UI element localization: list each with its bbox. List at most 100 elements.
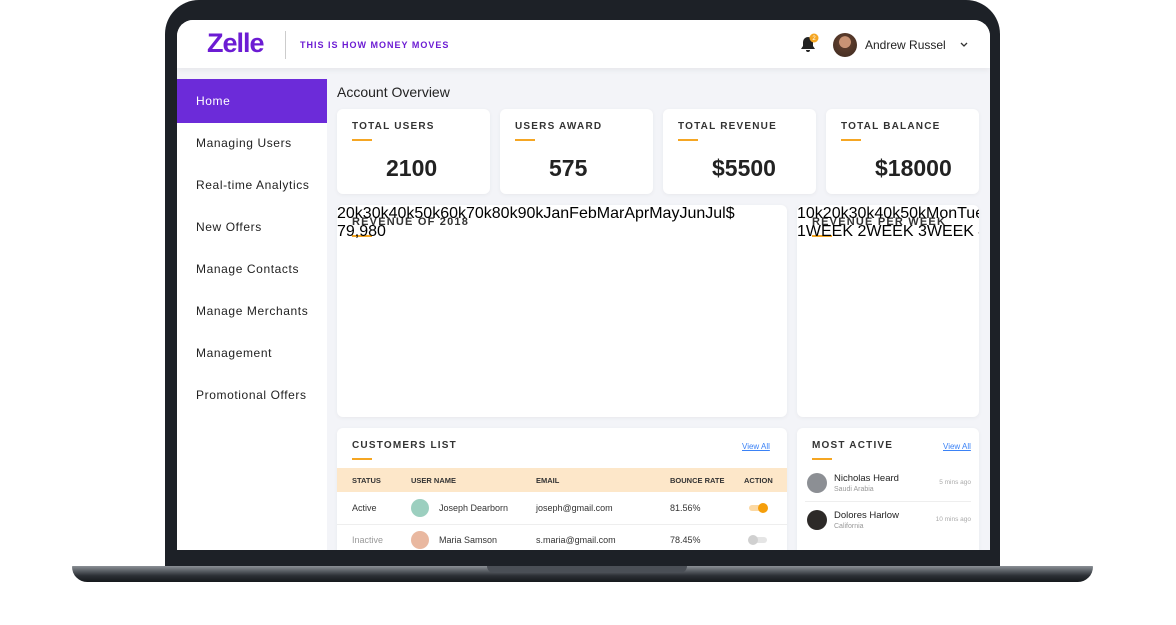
email: s.maria@gmail.com xyxy=(536,535,616,545)
x-tick-label: Jun xyxy=(679,205,706,222)
underline xyxy=(678,139,698,141)
nav-item[interactable]: Home xyxy=(177,79,327,123)
bounce-rate: 81.56% xyxy=(670,503,701,513)
underline xyxy=(352,235,372,237)
time-ago: 10 mins ago xyxy=(935,516,971,523)
table-header xyxy=(337,468,787,492)
y-tick-label: 50k xyxy=(900,205,926,222)
x-tick-label: May xyxy=(649,205,680,222)
nav-item[interactable]: Real-time Analytics xyxy=(196,178,310,192)
stat-card: TOTAL BALANCE $18000 xyxy=(826,109,979,194)
y-tick-label: 40k xyxy=(388,205,415,222)
column-header: ACTION xyxy=(744,476,773,485)
value-label: $ 79,980 xyxy=(337,205,735,240)
person-name: Nicholas Heard xyxy=(834,473,899,484)
toggle[interactable] xyxy=(748,535,767,545)
customers-card: CUSTOMERS LIST View All STATUS USER NAME EMA… xyxy=(337,428,787,550)
nav-item[interactable]: Manage Merchants xyxy=(196,304,309,318)
toggle[interactable] xyxy=(749,503,768,513)
status: Inactive xyxy=(352,535,384,545)
laptop-notch xyxy=(487,566,687,573)
weekly-card: REVENUE PER WEEK10k20k30k40k50kMonTueWed… xyxy=(797,205,979,417)
bell-icon[interactable]: 2 xyxy=(797,33,819,55)
y-tick-label: 30k xyxy=(362,205,389,222)
y-tick-label: 90k xyxy=(517,205,544,222)
x-tick-label: Mar xyxy=(596,205,625,222)
notification-count: 2 xyxy=(812,36,816,42)
underline xyxy=(812,458,832,460)
x-tick-label: Feb xyxy=(569,205,597,222)
week-tab[interactable]: WEEK 3 xyxy=(866,223,927,240)
underline xyxy=(515,139,535,141)
email: joseph@gmail.com xyxy=(536,503,613,513)
y-tick-label: 60k xyxy=(440,205,466,222)
y-tick-label: 80k xyxy=(491,205,518,222)
status: Active xyxy=(352,503,377,513)
card-title: CUSTOMERS LIST xyxy=(352,440,457,451)
week-tab[interactable]: WEEK 1 xyxy=(797,223,806,240)
user-name[interactable]: Andrew Russel xyxy=(865,38,946,52)
card-title: REVENUE OF 2018 xyxy=(352,216,470,228)
logo[interactable]: Zelle xyxy=(207,28,265,58)
underline xyxy=(352,139,372,141)
row-divider xyxy=(805,501,971,502)
stat-label: TOTAL BALANCE xyxy=(841,121,941,132)
chevron-shape xyxy=(960,42,968,47)
user-name: Maria Samson xyxy=(439,535,498,545)
underline xyxy=(352,458,372,460)
avatar xyxy=(807,473,827,493)
user-avatar[interactable] xyxy=(833,33,857,57)
column-header: EMAIL xyxy=(536,476,560,485)
stat-label: TOTAL REVENUE xyxy=(678,121,777,132)
y-tick-label: 20k xyxy=(337,205,363,222)
x-tick-label: Jul xyxy=(705,205,726,222)
stat-value: $18000 xyxy=(875,155,952,181)
time-ago: 5 mins ago xyxy=(939,479,971,486)
x-tick-label: Mon xyxy=(925,205,958,222)
x-tick-label: Jan xyxy=(543,205,570,222)
y-tick-label: 30k xyxy=(848,205,875,222)
week-tab[interactable]: WEEK 2 xyxy=(805,223,867,240)
laptop-base xyxy=(72,566,1093,582)
underline xyxy=(841,139,861,141)
nav-item[interactable]: Management xyxy=(196,346,273,360)
stat-card: USERS AWARD 575 xyxy=(500,109,653,194)
divider xyxy=(285,31,286,59)
toggle-knob xyxy=(748,535,758,545)
column-header: BOUNCE RATE xyxy=(670,476,725,485)
nav-item[interactable]: Promotional Offers xyxy=(196,388,307,402)
stat-label: USERS AWARD xyxy=(515,121,603,132)
page-title: Account Overview xyxy=(337,84,450,100)
avatar xyxy=(807,510,827,530)
revenue-card: REVENUE OF 2018 20k30k40k50k60k70k80k90kJ… xyxy=(337,205,787,417)
y-tick-label: 70k xyxy=(465,205,492,222)
chart: 10k20k30k40k50kMonTueWedThuFriSatSun$32,… xyxy=(797,205,979,241)
stat-label: TOTAL USERS xyxy=(352,121,435,132)
week-tab[interactable]: WEEK 4 xyxy=(926,223,979,240)
column-header: USER NAME xyxy=(411,476,457,485)
badge xyxy=(809,33,819,43)
view-all-link[interactable]: View All xyxy=(943,442,971,451)
view-all-link[interactable]: View All xyxy=(742,442,770,451)
screen: Zelle THIS IS HOW MONEY MOVES 2 Andrew R… xyxy=(177,20,990,550)
nav-item[interactable]: Managing Users xyxy=(196,136,292,150)
nav-item[interactable]: Manage Contacts xyxy=(196,262,300,276)
user-name: Joseph Dearborn xyxy=(439,503,509,513)
stat-value: 575 xyxy=(549,155,588,181)
stat-card: TOTAL REVENUE $5500 xyxy=(663,109,816,194)
y-tick-label: 50k xyxy=(414,205,441,222)
card-title: REVENUE PER WEEK xyxy=(812,216,947,228)
card-title: MOST ACTIVE xyxy=(812,440,894,451)
y-tick-label: 40k xyxy=(874,205,901,222)
x-tick-label: Tue xyxy=(957,205,979,222)
toggle-knob xyxy=(758,503,768,513)
person-location: California xyxy=(834,523,864,530)
column-header: STATUS xyxy=(352,476,381,485)
y-tick-label: 20k xyxy=(822,205,849,222)
chart: 20k30k40k50k60k70k80k90kJanFebMarAprMayJ… xyxy=(337,205,787,241)
stat-card: TOTAL USERS 2100 xyxy=(337,109,490,194)
chevron[interactable] xyxy=(960,41,968,49)
sidebar: Home Managing Users Real-time Analytics New… xyxy=(177,79,327,550)
nav-item[interactable]: New Offers xyxy=(196,220,262,234)
